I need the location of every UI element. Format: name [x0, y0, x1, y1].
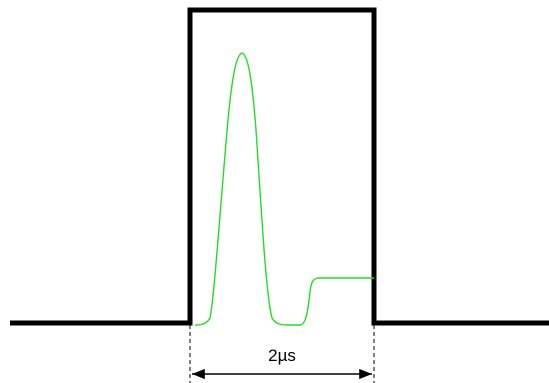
response-signal-waveform [194, 52, 374, 326]
duration-label: 2µs [268, 346, 296, 365]
gate-pulse-waveform [10, 7, 549, 326]
